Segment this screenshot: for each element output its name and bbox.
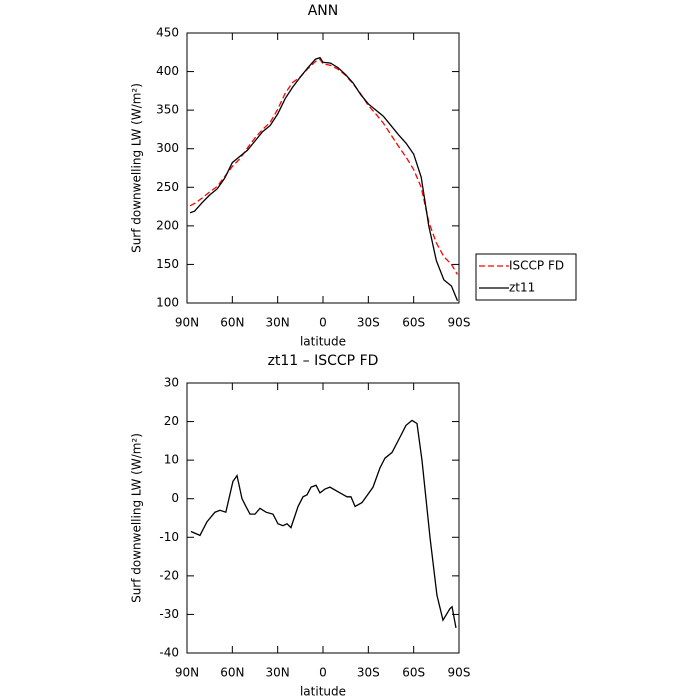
y-tick-label: 20 — [164, 414, 179, 428]
x-tick-label: 90S — [448, 316, 471, 330]
plot-frame — [186, 382, 460, 654]
y-tick-label: 150 — [156, 257, 179, 271]
x-tick-label: 60S — [402, 316, 425, 330]
x-tick-label: 30S — [357, 666, 380, 680]
y-tick-label: 300 — [156, 141, 179, 155]
y-tick-label: 450 — [156, 26, 179, 40]
x-tick-label: 30N — [266, 316, 290, 330]
x-tick-label: 60N — [220, 316, 244, 330]
series-line — [189, 56, 459, 301]
y-tick-label: 400 — [156, 64, 179, 78]
y-tick-label: 30 — [164, 376, 179, 390]
y-tick-label: 350 — [156, 103, 179, 117]
x-tick-label: 90S — [448, 666, 471, 680]
x-tick-label: 0 — [319, 316, 327, 330]
legend-label: zt11 — [509, 281, 535, 295]
x-tick-label: 30S — [357, 316, 380, 330]
x-tick-label: 60N — [220, 666, 244, 680]
x-axis-label: latitude — [300, 685, 346, 699]
chart-title: zt11 – ISCCP FD — [268, 353, 379, 369]
series-line — [190, 419, 457, 629]
y-tick-label: -40 — [159, 646, 179, 660]
legend-label: ISCCP FD — [509, 259, 564, 273]
y-tick-label: -10 — [159, 530, 179, 544]
x-tick-label: 30N — [266, 666, 290, 680]
y-tick-label: 250 — [156, 180, 179, 194]
legend-box — [475, 253, 577, 301]
y-tick-label: -20 — [159, 568, 179, 582]
y-axis-label: Surf downwelling LW (W/m²) — [130, 83, 144, 253]
x-tick-label: 0 — [319, 666, 327, 680]
y-tick-label: 0 — [171, 491, 179, 505]
y-tick-label: 100 — [156, 296, 179, 310]
y-tick-label: 10 — [164, 453, 179, 467]
y-tick-label: -30 — [159, 607, 179, 621]
x-axis-label: latitude — [300, 335, 346, 349]
x-tick-label: 60S — [402, 666, 425, 680]
series-line — [189, 58, 459, 275]
chart-title: ANN — [308, 3, 339, 19]
y-tick-label: 200 — [156, 218, 179, 232]
y-axis-label: Surf downwelling LW (W/m²) — [130, 433, 144, 603]
x-tick-label: 90N — [175, 666, 199, 680]
x-tick-label: 90N — [175, 316, 199, 330]
